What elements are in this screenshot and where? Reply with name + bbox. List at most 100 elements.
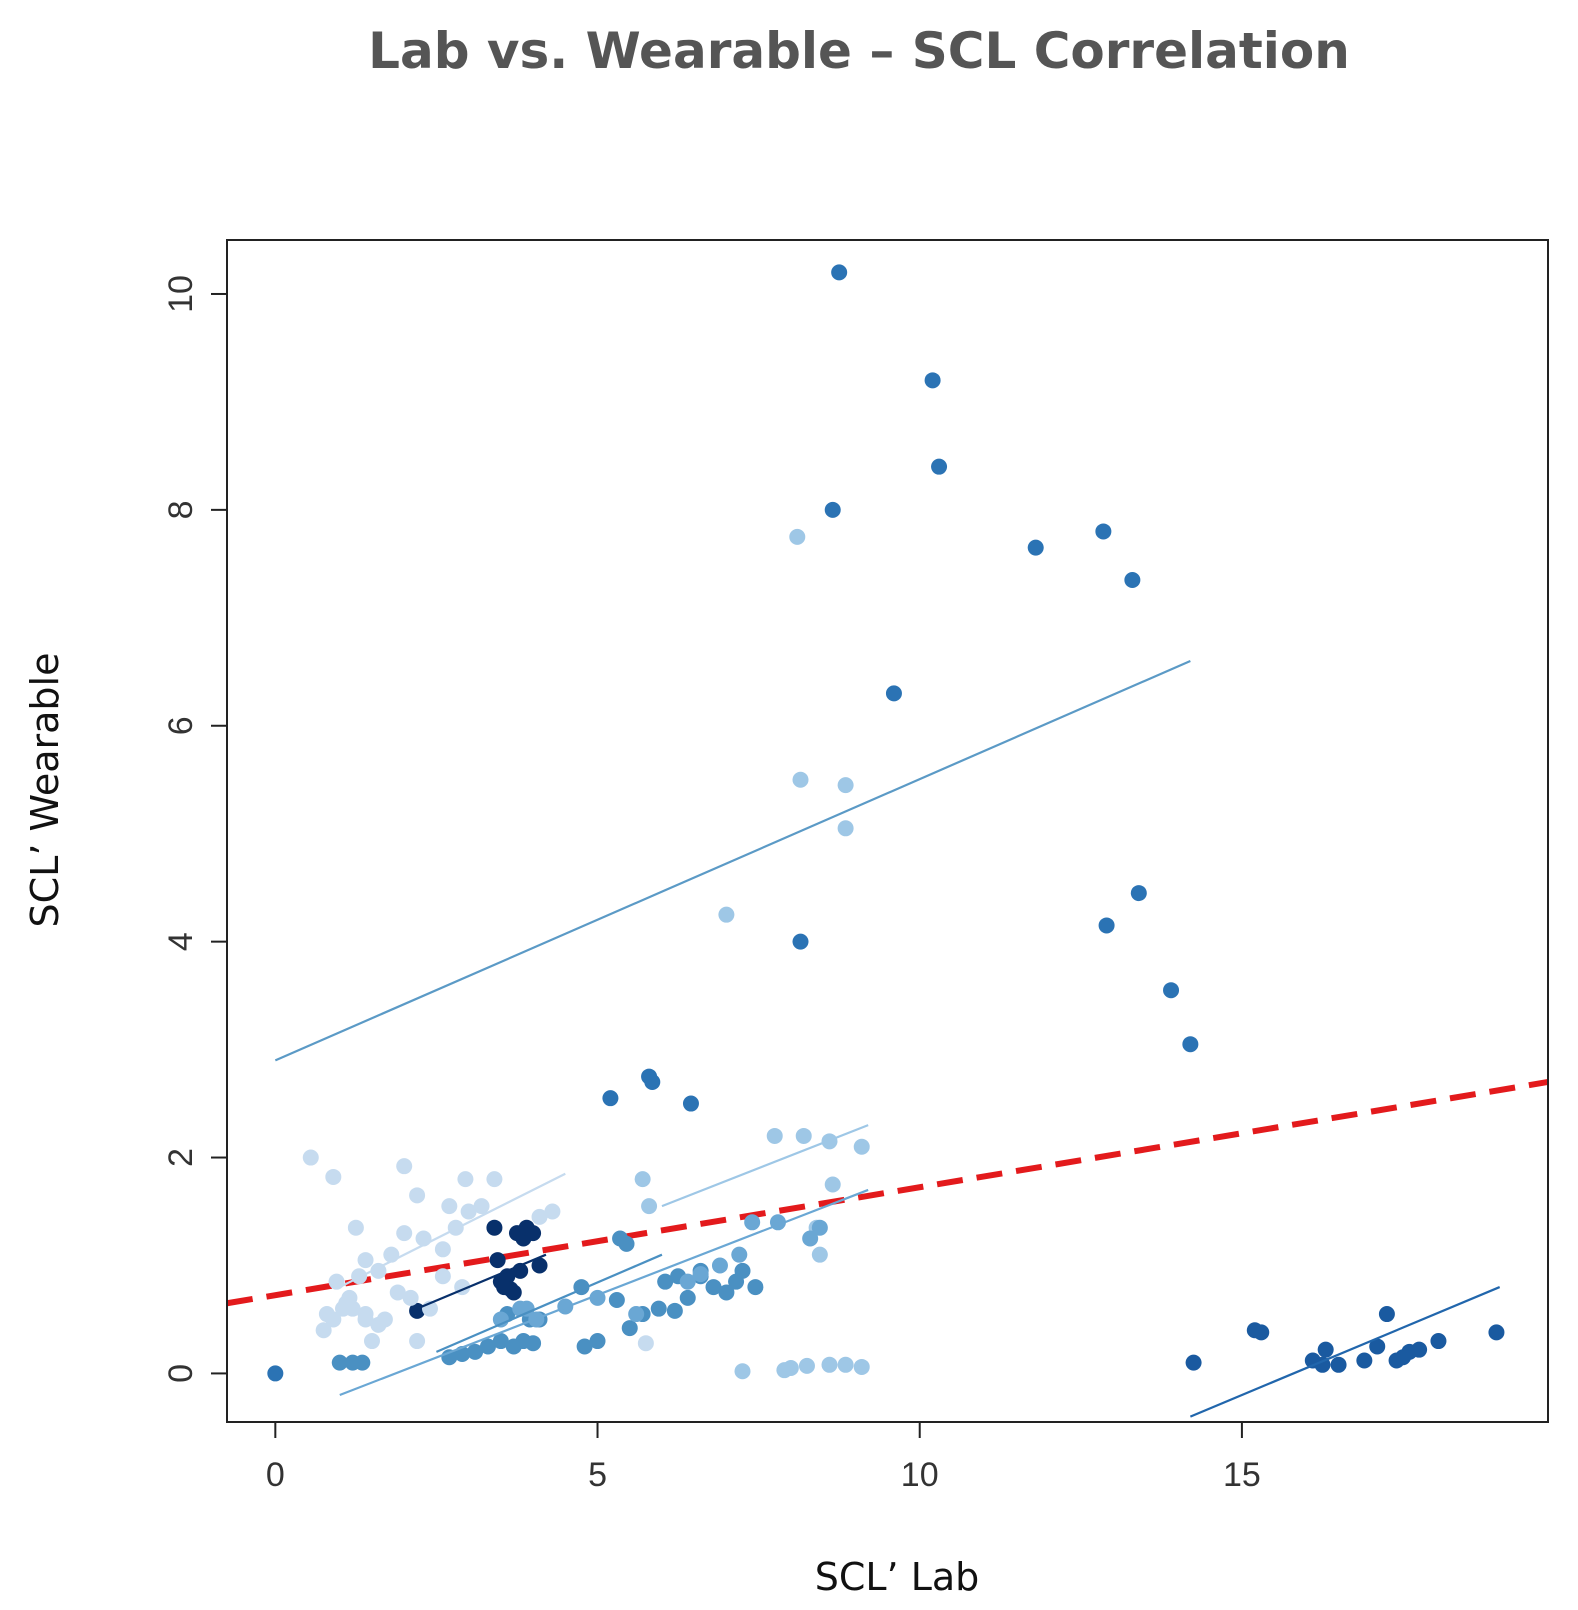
x-axis-ticks: 0 5 10 15 bbox=[266, 1422, 1261, 1494]
y-axis-ticks: 0 2 4 6 8 10 bbox=[162, 275, 227, 1383]
data-point bbox=[650, 1300, 667, 1317]
data-point bbox=[396, 1225, 413, 1242]
data-point bbox=[795, 1127, 812, 1144]
chart-title: Lab vs. Wearable – SCL Correlation bbox=[368, 22, 1350, 80]
data-point bbox=[824, 1176, 841, 1193]
data-point bbox=[682, 1095, 699, 1112]
y-tick-label: 6 bbox=[162, 716, 200, 735]
data-point bbox=[824, 501, 841, 518]
data-point bbox=[1130, 885, 1147, 902]
data-point bbox=[853, 1358, 870, 1375]
group-regression-line bbox=[435, 1253, 663, 1353]
data-point bbox=[1330, 1356, 1347, 1373]
data-point bbox=[782, 1360, 799, 1377]
data-point bbox=[1098, 917, 1115, 934]
data-point bbox=[821, 1356, 838, 1373]
y-tick-label: 2 bbox=[162, 1148, 200, 1167]
data-point bbox=[1369, 1338, 1386, 1355]
data-point bbox=[853, 1138, 870, 1155]
data-point bbox=[473, 1198, 490, 1215]
data-point bbox=[734, 1262, 751, 1279]
data-point bbox=[396, 1158, 413, 1175]
data-point bbox=[666, 1302, 683, 1319]
group-regression-line bbox=[339, 1188, 869, 1397]
data-point bbox=[766, 1127, 783, 1144]
data-point bbox=[837, 1356, 854, 1373]
data-point bbox=[731, 1246, 748, 1263]
data-point bbox=[434, 1241, 451, 1258]
data-point bbox=[885, 685, 902, 702]
data-point bbox=[344, 1300, 361, 1317]
data-point bbox=[434, 1268, 451, 1285]
x-tick-label: 0 bbox=[266, 1456, 285, 1494]
data-point bbox=[302, 1149, 319, 1166]
data-point bbox=[679, 1289, 696, 1306]
data-point bbox=[1253, 1324, 1270, 1341]
plot-frame bbox=[226, 239, 1549, 1423]
data-point bbox=[331, 1354, 348, 1371]
data-point bbox=[1488, 1324, 1505, 1341]
group-regression-line bbox=[416, 1253, 547, 1310]
data-point bbox=[1124, 572, 1141, 589]
data-point bbox=[1317, 1341, 1334, 1358]
y-tick-label: 10 bbox=[162, 275, 200, 313]
data-point bbox=[1356, 1352, 1373, 1369]
data-point bbox=[589, 1333, 606, 1350]
data-point bbox=[692, 1266, 709, 1283]
x-axis-title: SCL’ Lab bbox=[815, 1555, 980, 1599]
data-point bbox=[492, 1333, 509, 1350]
data-point bbox=[802, 1230, 819, 1247]
x-tick-label: 15 bbox=[1223, 1456, 1261, 1494]
data-point bbox=[837, 777, 854, 794]
data-point bbox=[325, 1168, 342, 1185]
data-point bbox=[354, 1354, 371, 1371]
data-point bbox=[602, 1090, 619, 1107]
data-point bbox=[1182, 1036, 1199, 1053]
data-point bbox=[467, 1343, 484, 1360]
data-point bbox=[679, 1273, 696, 1290]
data-point bbox=[486, 1219, 503, 1236]
data-point bbox=[1411, 1341, 1428, 1358]
data-point bbox=[525, 1225, 542, 1242]
data-point bbox=[505, 1284, 522, 1301]
data-point bbox=[641, 1198, 658, 1215]
points-layer bbox=[267, 264, 1505, 1382]
data-point bbox=[531, 1208, 548, 1225]
group-regression-line bbox=[274, 659, 1191, 1062]
data-point bbox=[457, 1171, 474, 1188]
data-point bbox=[1027, 539, 1044, 556]
data-point bbox=[518, 1300, 535, 1317]
data-point bbox=[644, 1073, 661, 1090]
data-point bbox=[267, 1365, 284, 1382]
group-regression-line bbox=[661, 1124, 869, 1208]
data-point bbox=[576, 1338, 593, 1355]
data-point bbox=[837, 820, 854, 837]
data-point bbox=[544, 1203, 561, 1220]
data-point bbox=[441, 1198, 458, 1215]
data-point bbox=[479, 1338, 496, 1355]
group-fits-layer bbox=[274, 659, 1501, 1418]
data-point bbox=[811, 1219, 828, 1236]
data-point bbox=[608, 1292, 625, 1309]
data-point bbox=[657, 1273, 674, 1290]
data-point bbox=[486, 1171, 503, 1188]
pooled-fit-layer bbox=[226, 1079, 1549, 1307]
data-point bbox=[376, 1311, 393, 1328]
data-point bbox=[744, 1214, 761, 1231]
data-point bbox=[792, 771, 809, 788]
data-point bbox=[409, 1333, 426, 1350]
group-regression-line bbox=[339, 1172, 566, 1289]
data-point bbox=[628, 1306, 645, 1323]
data-point bbox=[634, 1171, 651, 1188]
data-point bbox=[811, 1246, 828, 1263]
pooled-regression-line bbox=[226, 1079, 1549, 1307]
data-point bbox=[370, 1262, 387, 1279]
data-point bbox=[460, 1203, 477, 1220]
data-point bbox=[357, 1252, 374, 1269]
data-point bbox=[718, 906, 735, 923]
data-point bbox=[363, 1333, 380, 1350]
data-point bbox=[931, 458, 948, 475]
data-point bbox=[718, 1284, 735, 1301]
data-point bbox=[328, 1273, 345, 1290]
data-point bbox=[1378, 1306, 1395, 1323]
